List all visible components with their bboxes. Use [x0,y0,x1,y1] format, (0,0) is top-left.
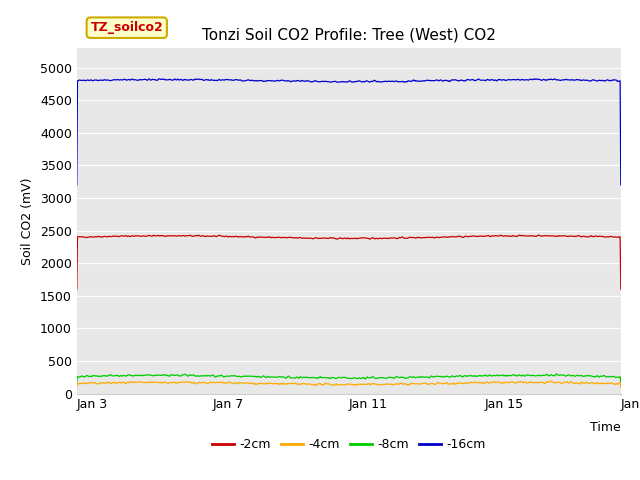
Legend: -2cm, -4cm, -8cm, -16cm: -2cm, -4cm, -8cm, -16cm [207,433,491,456]
Title: Tonzi Soil CO2 Profile: Tree (West) CO2: Tonzi Soil CO2 Profile: Tree (West) CO2 [202,28,496,43]
Y-axis label: Soil CO2 (mV): Soil CO2 (mV) [21,177,35,264]
Text: TZ_soilco2: TZ_soilco2 [90,21,163,34]
Text: Time: Time [590,421,621,434]
